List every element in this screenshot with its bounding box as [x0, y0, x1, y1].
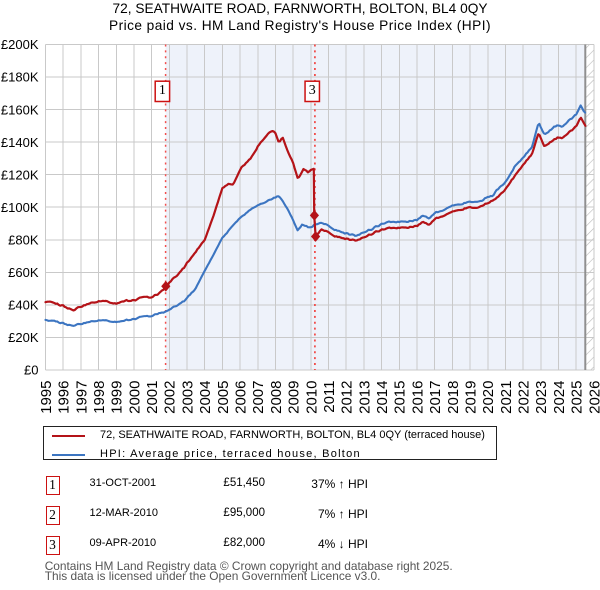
- svg-text:£140K: £140K: [1, 135, 39, 150]
- svg-text:2009: 2009: [286, 381, 303, 414]
- svg-text:1999: 1999: [109, 381, 126, 414]
- svg-text:£40K: £40K: [8, 298, 39, 313]
- svg-text:2022: 2022: [516, 381, 533, 414]
- svg-text:£160K: £160K: [1, 102, 39, 117]
- svg-text:2024: 2024: [551, 381, 568, 414]
- svg-text:£200K: £200K: [1, 37, 39, 52]
- svg-text:1997: 1997: [73, 381, 90, 414]
- svg-text:£0: £0: [24, 363, 38, 378]
- svg-text:2015: 2015: [392, 381, 409, 414]
- svg-text:2016: 2016: [409, 381, 426, 414]
- svg-text:2018: 2018: [445, 381, 462, 414]
- svg-text:1: 1: [159, 83, 166, 98]
- svg-text:2025: 2025: [569, 381, 586, 414]
- svg-text:2023: 2023: [533, 381, 550, 414]
- svg-text:2017: 2017: [427, 381, 444, 414]
- svg-text:1996: 1996: [56, 381, 73, 414]
- svg-text:2007: 2007: [250, 381, 267, 414]
- svg-text:2005: 2005: [215, 381, 232, 414]
- svg-text:£80K: £80K: [8, 232, 39, 247]
- svg-text:2003: 2003: [179, 381, 196, 414]
- svg-text:2006: 2006: [232, 381, 249, 414]
- svg-text:2011: 2011: [321, 381, 338, 413]
- svg-text:£100K: £100K: [1, 200, 39, 215]
- svg-text:1995: 1995: [38, 381, 55, 414]
- svg-text:2001: 2001: [144, 381, 161, 414]
- svg-text:£60K: £60K: [8, 265, 39, 280]
- svg-text:2000: 2000: [126, 381, 143, 414]
- svg-text:2020: 2020: [480, 381, 497, 414]
- svg-text:2008: 2008: [268, 381, 285, 414]
- svg-text:2004: 2004: [197, 381, 214, 414]
- svg-text:2010: 2010: [303, 381, 320, 414]
- svg-text:2021: 2021: [498, 381, 515, 414]
- svg-text:2002: 2002: [162, 381, 179, 414]
- svg-text:2013: 2013: [356, 381, 373, 414]
- svg-text:2012: 2012: [339, 381, 356, 414]
- svg-text:£120K: £120K: [1, 167, 39, 182]
- svg-text:2026: 2026: [586, 381, 600, 414]
- svg-text:2014: 2014: [374, 381, 391, 414]
- svg-text:1998: 1998: [91, 381, 108, 414]
- svg-text:3: 3: [309, 83, 316, 98]
- svg-text:2019: 2019: [462, 381, 479, 414]
- svg-text:£20K: £20K: [8, 330, 39, 345]
- svg-text:£180K: £180K: [1, 70, 39, 85]
